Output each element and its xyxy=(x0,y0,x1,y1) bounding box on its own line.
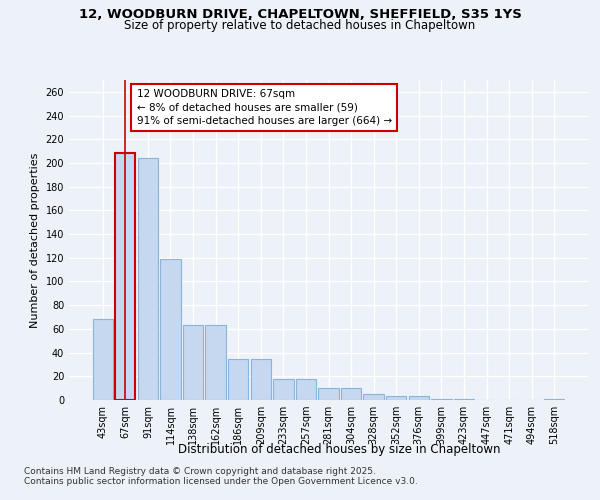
Text: 12, WOODBURN DRIVE, CHAPELTOWN, SHEFFIELD, S35 1YS: 12, WOODBURN DRIVE, CHAPELTOWN, SHEFFIEL… xyxy=(79,8,521,20)
Bar xyxy=(92,320,113,400)
Bar xyxy=(364,394,384,400)
Bar xyxy=(431,399,452,400)
Bar xyxy=(251,358,271,400)
Bar xyxy=(228,358,248,400)
Text: Distribution of detached houses by size in Chapeltown: Distribution of detached houses by size … xyxy=(178,442,500,456)
Bar xyxy=(386,396,406,400)
Y-axis label: Number of detached properties: Number of detached properties xyxy=(30,152,40,328)
Text: Contains HM Land Registry data © Crown copyright and database right 2025.: Contains HM Land Registry data © Crown c… xyxy=(24,468,376,476)
Bar xyxy=(205,326,226,400)
Bar xyxy=(115,154,136,400)
Text: Contains public sector information licensed under the Open Government Licence v3: Contains public sector information licen… xyxy=(24,478,418,486)
Bar xyxy=(319,388,338,400)
Bar xyxy=(160,259,181,400)
Text: Size of property relative to detached houses in Chapeltown: Size of property relative to detached ho… xyxy=(124,18,476,32)
Bar xyxy=(544,399,565,400)
Bar xyxy=(273,378,293,400)
Bar xyxy=(296,378,316,400)
Bar xyxy=(138,158,158,400)
Bar xyxy=(341,388,361,400)
Bar xyxy=(183,326,203,400)
Bar xyxy=(454,399,474,400)
Bar xyxy=(409,396,429,400)
Text: 12 WOODBURN DRIVE: 67sqm
← 8% of detached houses are smaller (59)
91% of semi-de: 12 WOODBURN DRIVE: 67sqm ← 8% of detache… xyxy=(137,90,392,126)
